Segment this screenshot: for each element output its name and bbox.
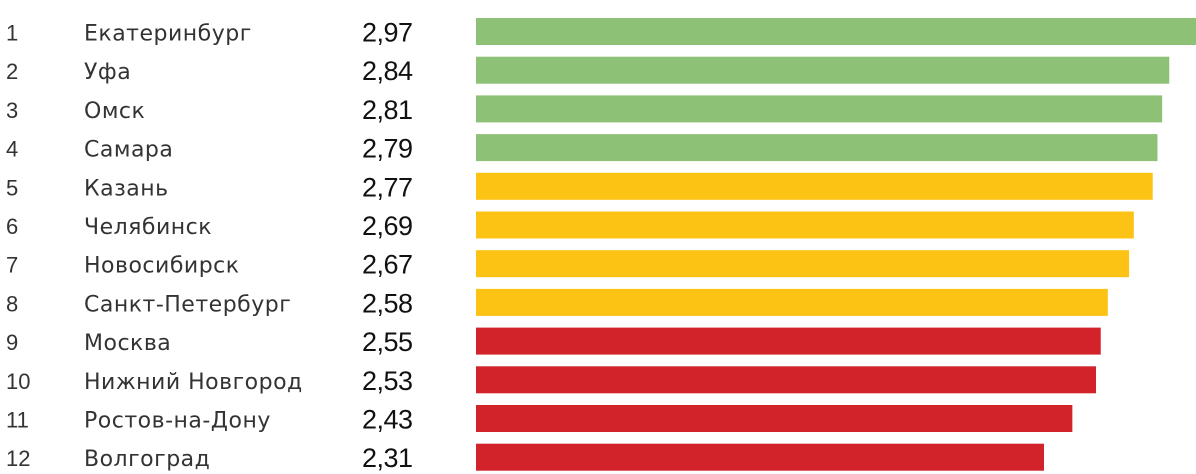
value-label: 2,58	[362, 288, 413, 318]
value-label: 2,79	[362, 134, 413, 164]
city-label: Новосибирск	[84, 254, 240, 279]
rank-label: 4	[6, 137, 18, 162]
city-label: Омск	[84, 99, 145, 124]
value-label: 2,55	[362, 327, 413, 357]
value-label: 2,97	[362, 18, 413, 48]
bar	[476, 95, 1163, 123]
bar	[476, 56, 1170, 84]
bar	[476, 366, 1096, 394]
value-label: 2,53	[362, 366, 413, 396]
rank-label: 12	[6, 446, 30, 471]
value-label: 2,67	[362, 250, 413, 280]
city-label: Москва	[84, 331, 171, 356]
rank-label: 6	[6, 214, 18, 239]
rank-label: 3	[6, 98, 18, 123]
bar	[476, 250, 1130, 278]
value-label: 2,77	[362, 172, 413, 202]
city-label: Казань	[84, 176, 169, 201]
bar	[476, 288, 1108, 316]
city-label: Самара	[84, 138, 173, 163]
value-label: 2,81	[362, 95, 413, 125]
rank-label: 11	[6, 408, 29, 433]
rank-label: 5	[6, 175, 18, 200]
city-label: Уфа	[84, 60, 131, 85]
city-label: Волгоград	[84, 447, 210, 472]
value-label: 2,69	[362, 211, 413, 241]
bar	[476, 405, 1073, 432]
city-label: Санкт-Петербург	[84, 292, 291, 317]
bar	[476, 211, 1134, 239]
city-label: Екатеринбург	[84, 22, 252, 47]
rank-label: 2	[6, 59, 18, 84]
bar	[476, 327, 1101, 355]
rank-label: 8	[6, 291, 18, 316]
value-label: 2,84	[362, 56, 413, 86]
city-label: Нижний Новгород	[84, 370, 303, 395]
value-label: 2,31	[362, 443, 413, 473]
rank-label: 7	[6, 253, 18, 278]
rank-label: 10	[6, 369, 30, 394]
bar	[476, 443, 1044, 471]
city-label: Ростов-на-Дону	[84, 409, 271, 434]
bar	[476, 134, 1158, 162]
value-label: 2,43	[362, 405, 413, 435]
rank-label: 1	[6, 21, 18, 46]
bar	[476, 172, 1153, 200]
city-label: Челябинск	[84, 215, 212, 240]
bar	[476, 18, 1196, 45]
rank-label: 9	[6, 330, 18, 355]
